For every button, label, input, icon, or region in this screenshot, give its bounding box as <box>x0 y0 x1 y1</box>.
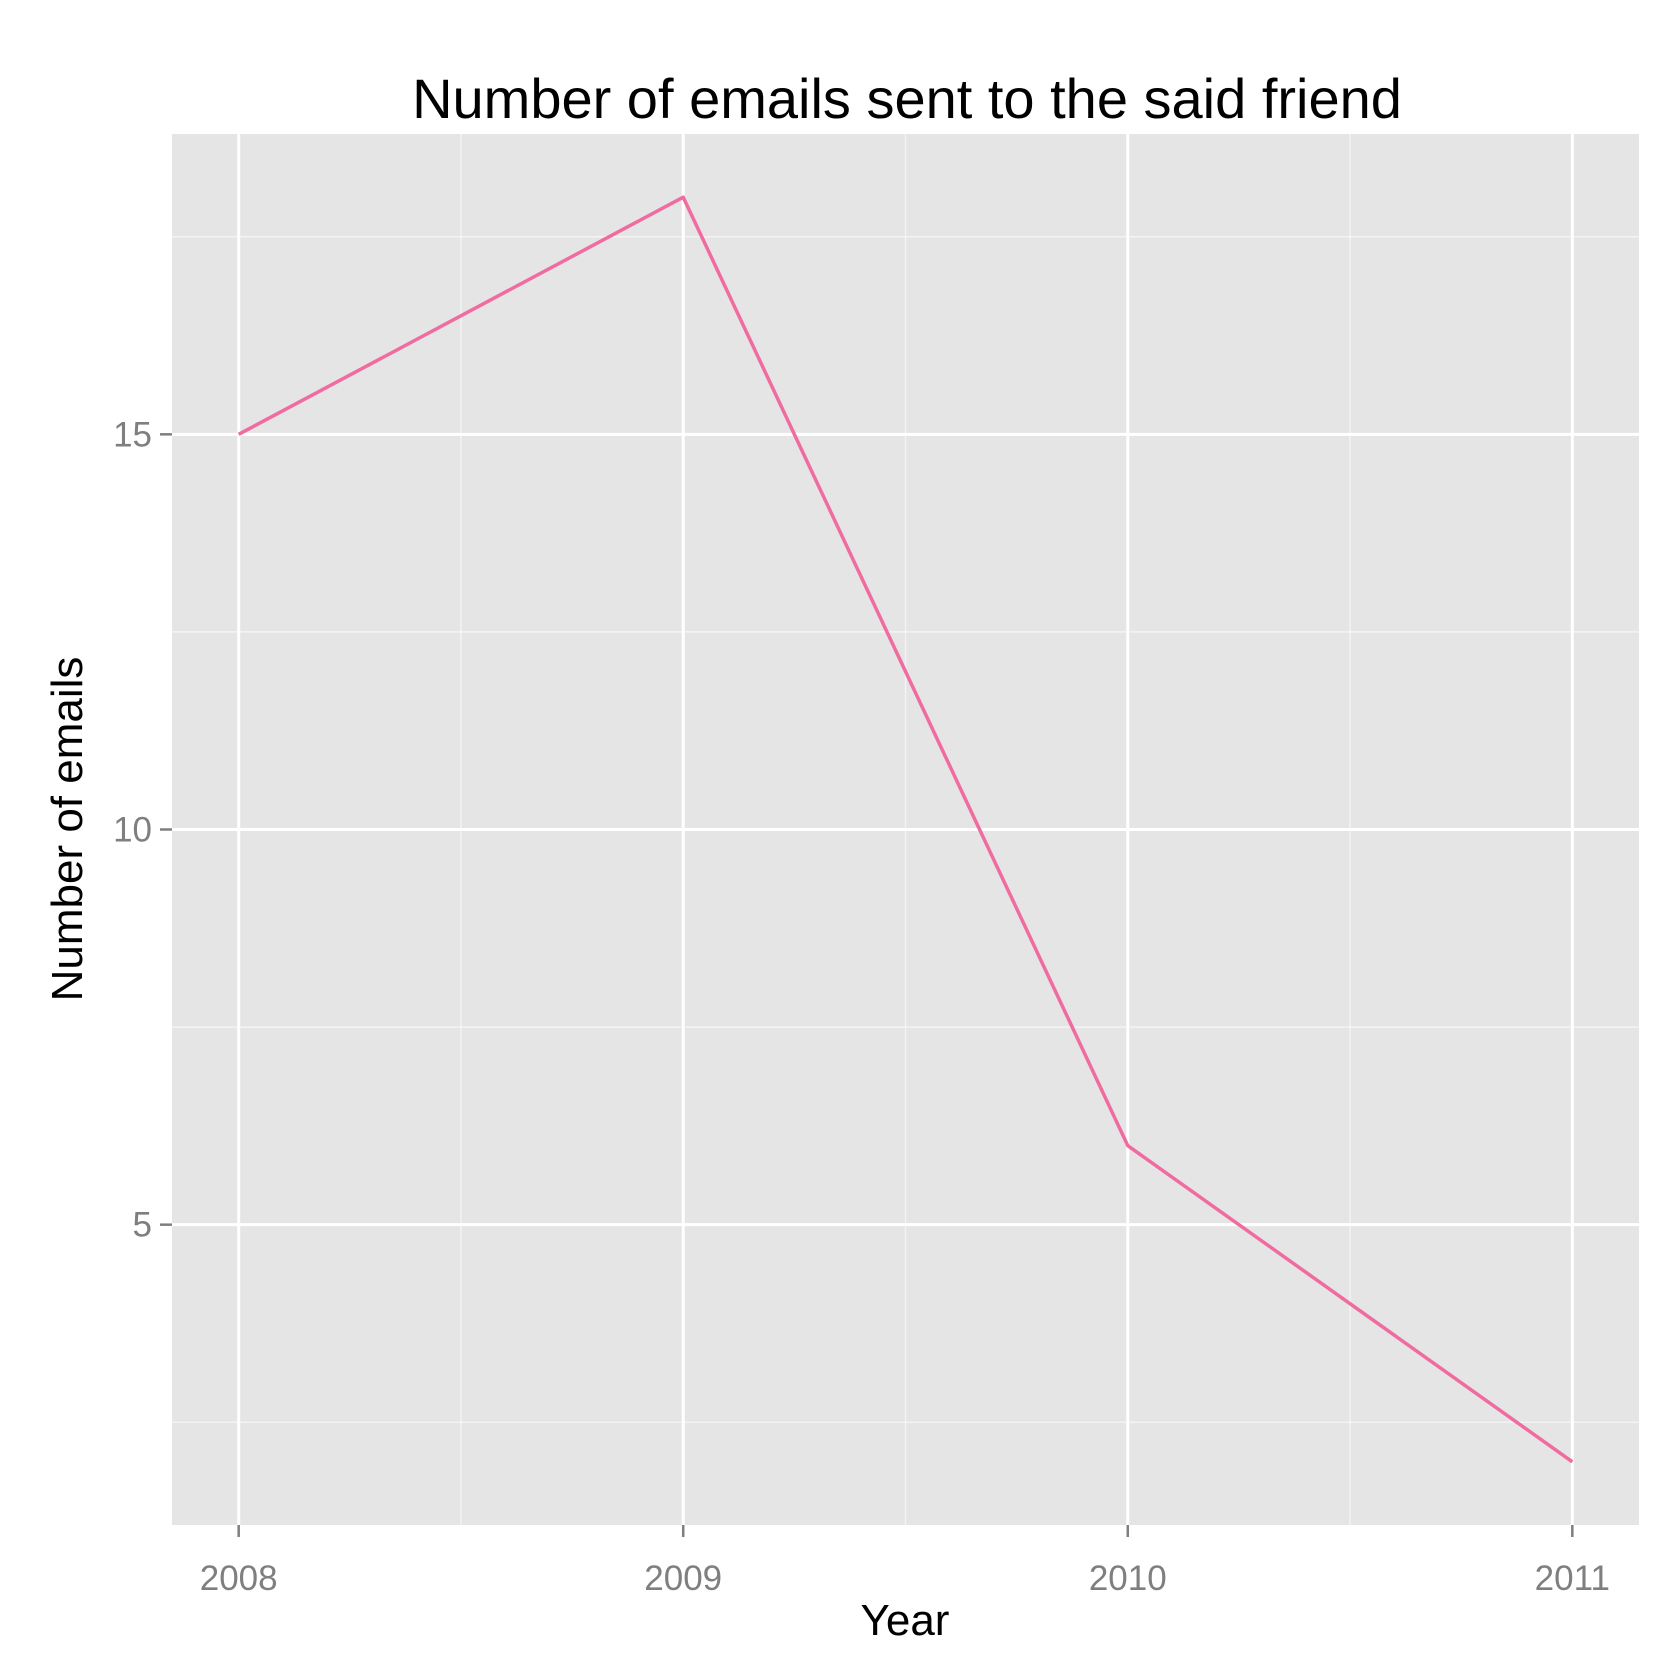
x-axis: 2008 2009 2010 2011 <box>200 1525 1610 1598</box>
y-tick-label: 5 <box>133 1206 152 1245</box>
x-tick-label: 2011 <box>1535 1559 1610 1598</box>
series-line <box>237 195 1574 1464</box>
y-axis: 5 10 15 <box>113 415 172 1245</box>
x-axis-title: Year <box>861 1596 950 1645</box>
x-tick-label: 2010 <box>1089 1559 1167 1598</box>
chart-title: Number of emails sent to the said friend <box>412 67 1402 130</box>
y-tick-label: 15 <box>113 415 152 454</box>
x-tick-label: 2008 <box>200 1559 278 1598</box>
major-gridlines <box>172 134 1639 1525</box>
x-tick-label: 2009 <box>644 1559 722 1598</box>
series-layer <box>237 195 1574 1464</box>
y-tick-label: 10 <box>113 811 152 850</box>
y-axis-title: Number of emails <box>43 657 92 1002</box>
